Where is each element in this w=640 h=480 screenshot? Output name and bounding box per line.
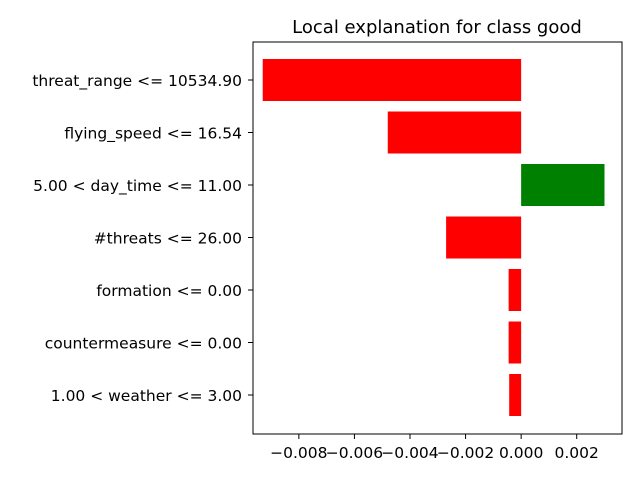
bars-group [262, 59, 605, 416]
bar-5 [508, 321, 522, 364]
y-tick-label: 1.00 < weather <= 3.00 [51, 387, 242, 405]
bar-3 [446, 216, 522, 259]
x-axis: −0.008−0.006−0.004−0.002 0.000 0.002 [270, 434, 599, 462]
plot-frame [252, 41, 623, 435]
y-tick-label: threat_range <= 10534.90 [32, 72, 242, 91]
x-tick-label: 0.000 [499, 444, 543, 462]
bar-6 [509, 374, 522, 416]
x-tick-label: 0.002 [555, 444, 599, 462]
bar-1 [387, 111, 522, 154]
bar-0 [262, 59, 522, 101]
x-tick-label: −0.004 [381, 444, 438, 462]
y-tick-label: 5.00 < day_time <= 11.00 [33, 177, 242, 196]
y-tick-labels: threat_range <= 10534.90 flying_speed <= … [32, 72, 253, 405]
chart-title: Local explanation for class good [292, 17, 582, 38]
y-tick-label: flying_speed <= 16.54 [64, 125, 242, 144]
x-tick-label: −0.002 [437, 444, 494, 462]
y-tick-label: #threats <= 26.00 [94, 230, 242, 248]
x-tick-label: −0.008 [270, 444, 327, 462]
y-tick-label: countermeasure <= 0.00 [45, 335, 242, 353]
bar-4 [508, 269, 522, 311]
bar-2 [521, 164, 605, 206]
x-tick-label: −0.006 [326, 444, 383, 462]
y-tick-label: formation <= 0.00 [96, 282, 242, 300]
